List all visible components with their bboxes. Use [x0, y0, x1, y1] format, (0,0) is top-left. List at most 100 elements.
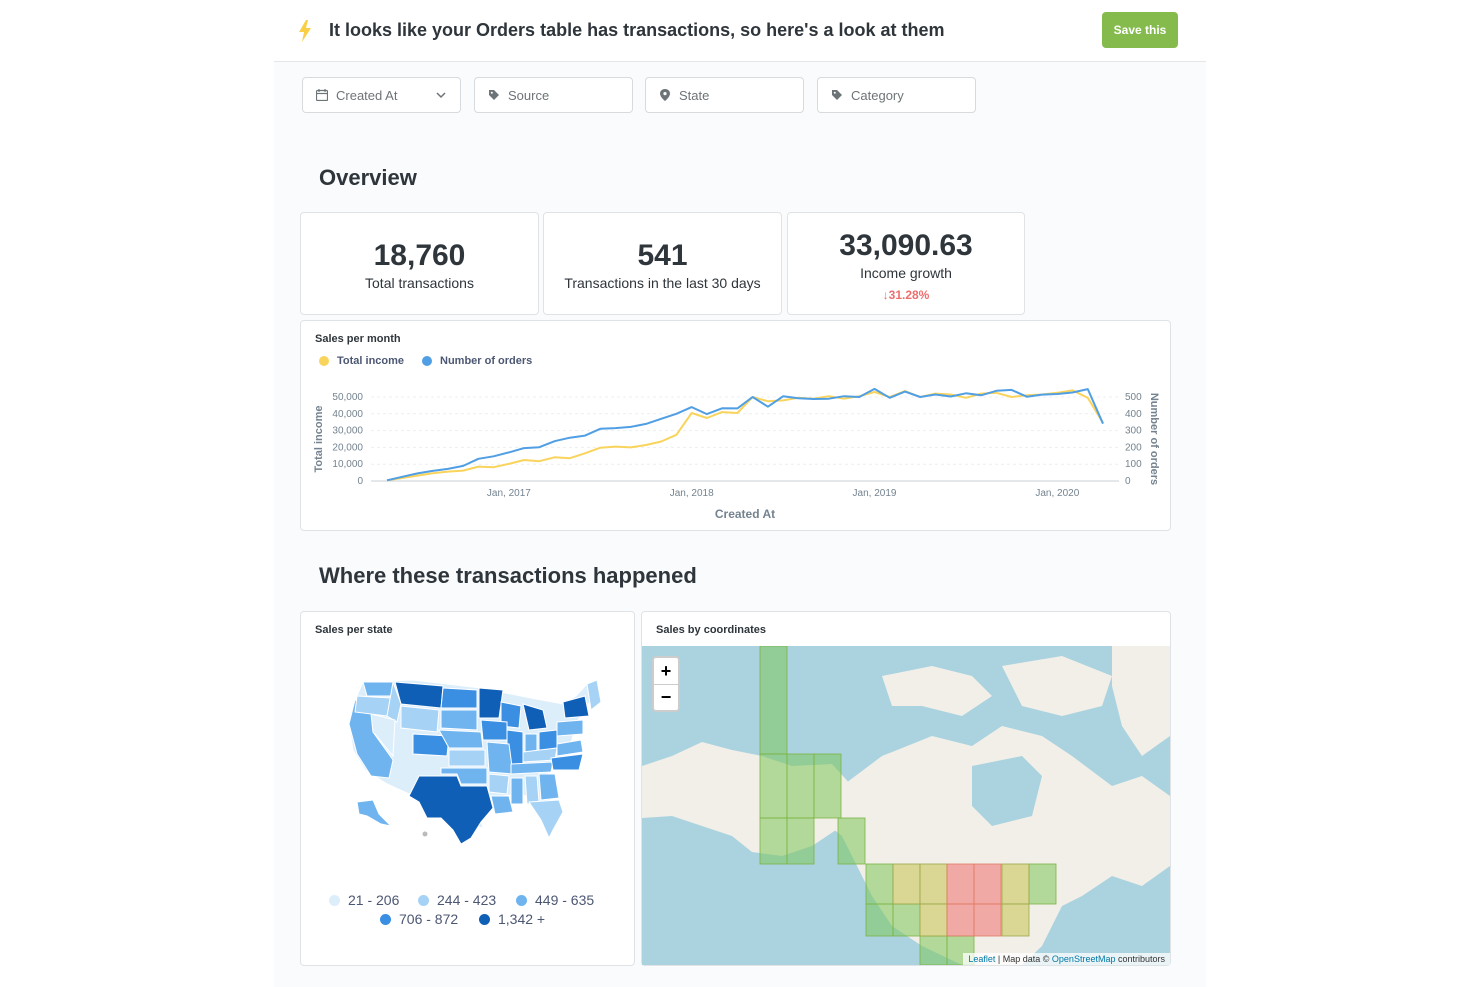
filter-category[interactable]: Category: [817, 77, 976, 113]
legend-label: Number of orders: [440, 355, 533, 367]
lightning-bolt-icon: [299, 20, 311, 42]
x-tick-label: Jan, 2017: [487, 488, 531, 499]
filter-source[interactable]: Source: [474, 77, 633, 113]
y2-tick-label: 500: [1125, 392, 1142, 403]
leaflet-link[interactable]: Leaflet: [968, 954, 996, 964]
filter-state[interactable]: State: [645, 77, 804, 113]
sales-line-chart: 50,000 40,000 30,000 20,000 10,000 0 500 400 300…: [313, 387, 1160, 521]
state-oregon: [354, 695, 392, 717]
state-missouri: [486, 741, 514, 775]
y2-tick-label: 0: [1125, 476, 1131, 487]
state-pennsylvania: [556, 719, 584, 737]
zoom-in-button[interactable]: +: [660, 660, 672, 681]
y2-tick-label: 400: [1125, 409, 1142, 420]
y-tick-label: 30,000: [332, 426, 363, 437]
tag-icon: [489, 90, 499, 100]
kpi-delta-value: 31.28%: [888, 288, 930, 302]
state-tennessee: [510, 761, 554, 775]
y-tick-label: 20,000: [332, 442, 363, 453]
state-florida: [528, 799, 564, 840]
y2-tick-label: 100: [1125, 459, 1142, 470]
filter-created-at[interactable]: Created At: [302, 77, 461, 113]
state-iowa: [480, 719, 508, 741]
us-states-choropleth: [348, 679, 602, 845]
kpi-label: Transactions in the last 30 days: [564, 275, 761, 291]
save-button[interactable]: Save this: [1102, 12, 1178, 48]
y-tick-label: 10,000: [332, 459, 363, 470]
state-nebraska: [438, 729, 484, 749]
header-bar: It looks like your Orders table has tran…: [274, 0, 1206, 62]
kpi-card-total-transactions[interactable]: 18,760 Total transactions: [300, 212, 539, 315]
state-texas: [408, 775, 494, 845]
state-alabama: [524, 775, 540, 805]
attribution-tail: contributors: [1115, 954, 1165, 964]
state-washington: [362, 681, 394, 697]
sales-chart-card[interactable]: Sales per month Total income Number of o…: [300, 320, 1171, 531]
state-michigan: [522, 703, 548, 731]
land-hudson-bay: [972, 756, 1042, 826]
filter-label: Created At: [336, 87, 398, 103]
legend-item-total-income[interactable]: Total income: [319, 355, 404, 367]
land-arctic-islands: [882, 666, 992, 716]
state-new-england: [586, 679, 602, 711]
sales-by-coordinates-card[interactable]: Sales by coordinates: [641, 611, 1171, 966]
kpi-card-last-30-days[interactable]: 541 Transactions in the last 30 days: [543, 212, 782, 315]
land-arctic-islands-2: [1002, 656, 1112, 716]
page-title: It looks like your Orders table has tran…: [329, 20, 945, 40]
state-hawaii: [422, 831, 428, 837]
state-idaho: [386, 680, 402, 723]
y-tick-label: 50,000: [332, 392, 363, 403]
y-tick-label: 40,000: [332, 409, 363, 420]
x-tick-label: Jan, 2018: [670, 488, 714, 499]
kpi-label: Income growth: [860, 265, 952, 281]
geo-heading: Where these transactions happened: [319, 563, 697, 588]
state-nevada: [370, 713, 396, 758]
zoom-out-button[interactable]: −: [654, 684, 678, 710]
osm-link[interactable]: OpenStreetMap: [1051, 954, 1116, 964]
filter-label: Category: [851, 87, 904, 103]
legend-label: Total income: [337, 355, 405, 367]
state-montana: [394, 681, 444, 709]
location-pin-icon: [660, 89, 670, 101]
series-line-number-of-orders: [386, 387, 1104, 482]
state-wyoming: [400, 705, 440, 733]
leaflet-map[interactable]: + − Leaflet | Map data © OpenStreetMap c…: [642, 646, 1170, 965]
map-attribution: Leaflet | Map data © OpenStreetMap contr…: [963, 953, 1170, 965]
zoom-control: + −: [652, 656, 680, 712]
chevron-down-icon: [436, 92, 446, 99]
state-new-york: [562, 695, 590, 719]
arrow-down-icon: ↓: [882, 288, 889, 302]
state-south-dakota: [440, 709, 478, 731]
kpi-card-income-growth[interactable]: 33,090.63 Income growth ↓31.28%: [787, 212, 1025, 315]
state-colorado: [412, 733, 450, 757]
legend-bucket-3: 449 - 635: [516, 892, 594, 908]
legend-bucket-1: 21 - 206: [329, 892, 399, 908]
tag-icon: [832, 90, 842, 100]
kpi-value: 18,760: [373, 239, 466, 272]
legend-item-number-of-orders[interactable]: Number of orders: [422, 355, 532, 367]
sales-per-state-card[interactable]: Sales per state: [300, 611, 635, 966]
legend-dot: [422, 356, 432, 366]
state-north-dakota: [440, 687, 478, 709]
x-tick-label: Jan, 2020: [1035, 488, 1079, 499]
state-kansas: [448, 749, 486, 767]
card-title: Sales per state: [315, 624, 393, 636]
legend-bucket-5: 1,342 +: [479, 911, 545, 927]
state-mississippi: [510, 777, 524, 805]
kpi-delta: ↓31.28%: [788, 288, 1024, 302]
state-georgia: [538, 773, 560, 801]
filter-label: State: [679, 87, 710, 103]
x-axis-label: Created At: [715, 507, 775, 521]
state-arkansas: [488, 773, 510, 795]
kpi-value: 33,090.63: [839, 229, 973, 262]
state-alaska: [356, 799, 393, 827]
chart-title: Sales per month: [315, 333, 401, 345]
state-louisiana: [490, 795, 514, 815]
y2-axis-label: Number of orders: [1148, 393, 1160, 485]
state-minnesota: [478, 687, 504, 719]
calendar-icon: [316, 89, 328, 101]
attribution-text: | Map data ©: [995, 954, 1052, 964]
legend-bucket-2: 244 - 423: [418, 892, 496, 908]
state-oklahoma: [440, 767, 488, 785]
filter-label: Source: [508, 87, 550, 103]
